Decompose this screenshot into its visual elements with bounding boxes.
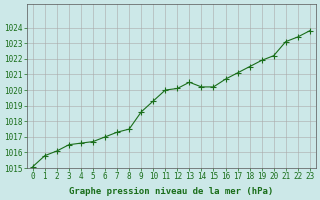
X-axis label: Graphe pression niveau de la mer (hPa): Graphe pression niveau de la mer (hPa) [69,187,274,196]
